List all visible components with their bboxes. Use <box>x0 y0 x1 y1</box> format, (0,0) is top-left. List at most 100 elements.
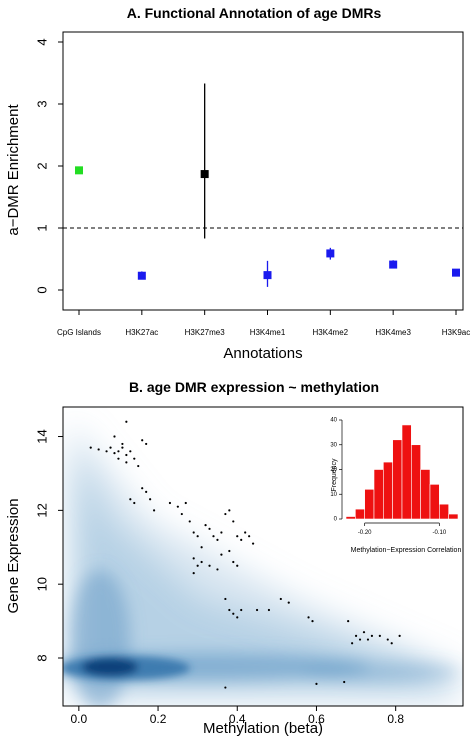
point <box>248 535 251 538</box>
point <box>125 453 128 457</box>
point <box>208 527 211 530</box>
y-tick-label: 14 <box>34 429 49 443</box>
x-tick-label: 0.2 <box>150 712 167 726</box>
histogram-bar <box>364 488 375 520</box>
point <box>200 546 203 549</box>
inset-x-axis: -0.20 -0.10 <box>358 522 447 536</box>
point <box>204 524 207 527</box>
point <box>224 512 227 516</box>
point <box>315 682 318 685</box>
point <box>200 170 209 179</box>
point <box>212 535 215 538</box>
point <box>343 680 346 684</box>
point <box>240 538 243 541</box>
point <box>236 616 239 619</box>
point <box>232 520 235 523</box>
point <box>141 439 144 442</box>
point <box>121 442 124 446</box>
point <box>244 531 247 534</box>
inset-y-tick-label: 0 <box>334 517 338 523</box>
point <box>398 634 401 637</box>
point <box>145 442 148 446</box>
panel-b-y-axis: 8 10 12 14 <box>34 429 63 662</box>
point <box>97 448 100 451</box>
point <box>370 634 374 637</box>
panel-b: B. age DMR expression ~ methylation 8 10 1… <box>5 379 464 737</box>
inset-y-tick-label: 30 <box>330 442 337 448</box>
point <box>188 520 191 523</box>
density-background <box>63 420 460 706</box>
point <box>180 512 183 516</box>
point <box>152 509 156 512</box>
panel-b-x-label: Methylation (beta) <box>203 720 323 737</box>
point <box>192 531 195 534</box>
point <box>366 638 370 641</box>
panel-b-frame <box>62 406 464 707</box>
x-tick-label: H3K9ac <box>442 328 470 337</box>
point <box>255 608 259 612</box>
panel-a-x-label: Annotations <box>223 345 302 362</box>
point <box>228 549 231 553</box>
point <box>220 531 223 534</box>
histogram-bar <box>373 469 384 520</box>
point <box>358 638 362 641</box>
point <box>141 487 144 490</box>
point <box>354 634 358 637</box>
point <box>208 564 211 567</box>
point <box>362 631 366 634</box>
histogram-bar <box>439 503 449 520</box>
x-tick-label: H3K4me1 <box>250 328 286 337</box>
point <box>236 564 239 567</box>
point <box>192 572 195 575</box>
point <box>263 271 272 280</box>
point <box>232 612 235 615</box>
point <box>307 616 310 619</box>
inset-y-tick-label: 40 <box>330 418 337 424</box>
inset-bars <box>345 424 459 520</box>
histogram-bar <box>383 461 393 520</box>
point <box>390 642 393 645</box>
point <box>216 568 219 571</box>
point <box>145 490 148 494</box>
point <box>326 249 335 258</box>
x-tick-label: 0.4 <box>229 712 246 726</box>
point <box>251 542 255 545</box>
x-tick-label: 0.8 <box>387 712 404 726</box>
point <box>267 608 271 612</box>
point <box>389 260 398 269</box>
y-tick-label: 1 <box>34 224 49 231</box>
point <box>113 452 116 455</box>
point <box>109 446 112 449</box>
point <box>105 450 108 453</box>
point <box>168 501 172 505</box>
inset-x-tick-label: -0.10 <box>432 530 446 536</box>
point <box>224 686 227 689</box>
inset-y-label: Frequency <box>331 458 338 492</box>
y-tick-label: 3 <box>34 100 49 107</box>
x-tick-label: 0.0 <box>70 712 87 726</box>
point <box>232 560 235 564</box>
point <box>89 446 92 449</box>
point <box>228 608 231 612</box>
histogram-bar <box>429 484 440 520</box>
point <box>279 597 282 601</box>
point <box>220 553 223 556</box>
point <box>240 608 243 612</box>
point <box>287 601 290 604</box>
x-tick-label: H3K27me3 <box>185 328 226 337</box>
point <box>184 501 187 505</box>
point <box>386 638 389 641</box>
histogram-bar <box>411 444 421 520</box>
point <box>133 501 136 505</box>
histogram-bar <box>448 513 459 520</box>
panel-b-y-label: Gene Expression <box>5 498 22 613</box>
point <box>137 271 146 280</box>
x-tick-label: H3K27ac <box>125 328 158 337</box>
point <box>176 505 179 508</box>
point <box>149 498 152 501</box>
point <box>347 619 350 623</box>
point <box>196 564 199 567</box>
y-tick-label: 10 <box>34 577 49 591</box>
point <box>125 420 128 423</box>
inset-histogram: 0 10 20 30 40 -0.20 -0.10 Frequency Methylati… <box>320 410 461 555</box>
